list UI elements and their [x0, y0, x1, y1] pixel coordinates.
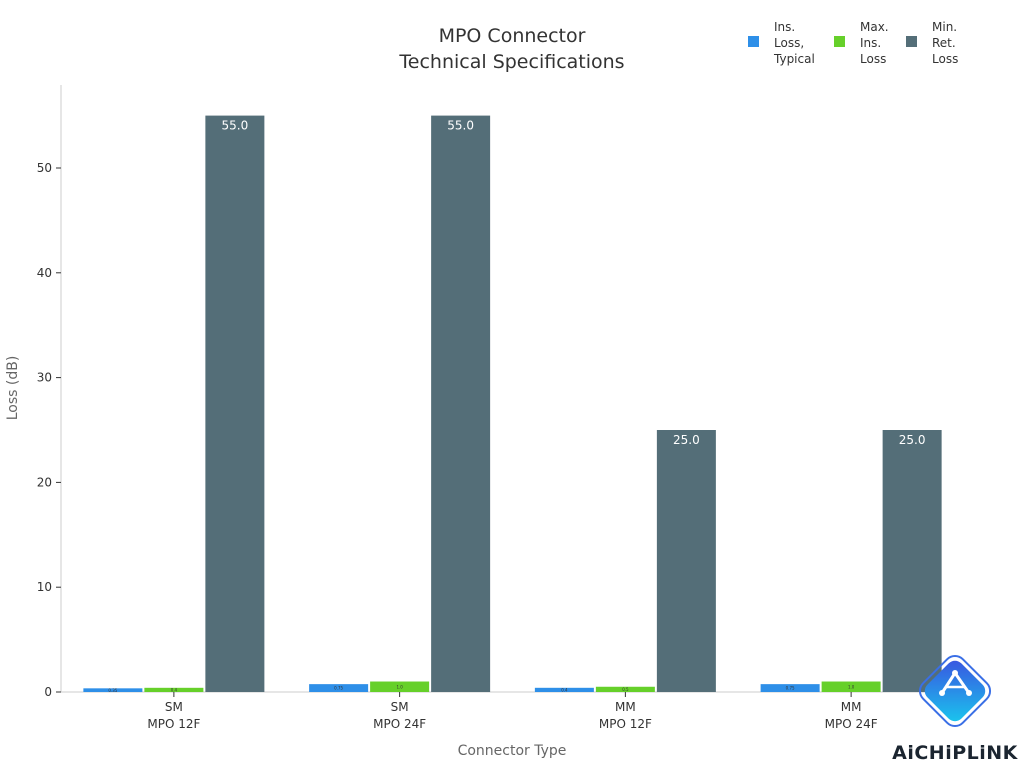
logo-text: AiCHiPLiNK	[892, 742, 1019, 764]
x-tick-label: SM	[165, 700, 183, 714]
bar-value-label: 25.0	[673, 433, 700, 447]
x-tick-label: MPO 24F	[373, 717, 426, 731]
bar	[205, 115, 265, 693]
bar-value-label: 55.0	[222, 119, 249, 133]
bar-value-label: 55.0	[447, 119, 474, 133]
bars: 0.35 0.4 55.0 0.75 1.0 55.0 0.4 0.5 25.0 0.75 1.0 2…	[83, 115, 942, 693]
x-tick-label: SM	[391, 700, 409, 714]
legend-label: Typical	[773, 52, 815, 66]
legend-swatch	[748, 36, 759, 47]
bar-value-label: 0.5	[622, 687, 629, 692]
bar	[370, 681, 430, 692]
bar	[821, 681, 881, 692]
x-tick-label: MM	[841, 700, 862, 714]
x-tick-label: MPO 12F	[147, 717, 200, 731]
y-tick-label: 30	[37, 371, 52, 385]
legend-label: Loss	[860, 52, 886, 66]
legend-label: Min.	[932, 20, 957, 34]
legend-label: Ins.	[774, 20, 795, 34]
y-tick-label: 10	[37, 580, 52, 594]
bar-value-label: 0.4	[171, 687, 178, 692]
bar	[595, 686, 655, 692]
x-axis-ticks: SM MPO 12F SM MPO 24F MM MPO 12F MM MPO 24F	[147, 692, 878, 731]
legend-swatch	[906, 36, 917, 47]
x-tick-label: MPO 12F	[599, 717, 652, 731]
legend-label: Loss,	[774, 36, 804, 50]
chart-title-line-1: MPO Connector	[439, 25, 586, 47]
legend-label: Max.	[860, 20, 889, 34]
bar-value-label: 25.0	[899, 433, 926, 447]
x-tick-label: MPO 24F	[825, 717, 878, 731]
bar	[656, 430, 716, 692]
bar	[760, 684, 820, 692]
bar	[144, 687, 204, 692]
bar-value-label: 1.0	[848, 684, 855, 689]
chip-link-logo-icon	[918, 654, 992, 728]
y-tick-label: 0	[44, 685, 52, 699]
legend-label: Loss	[932, 52, 958, 66]
logo: AiCHiPLiNK	[892, 654, 1019, 764]
bar	[83, 688, 143, 692]
chart-title-line-2: Technical Specifications	[398, 51, 624, 73]
y-tick-label: 20	[37, 475, 52, 489]
x-tick-label: MM	[615, 700, 636, 714]
y-tick-label: 50	[37, 161, 52, 175]
y-axis-ticks: 0 10 20 30 40 50	[37, 161, 61, 699]
bar	[431, 115, 491, 693]
bar-value-label: 0.35	[108, 688, 117, 693]
bar	[534, 687, 594, 692]
bar	[309, 684, 369, 692]
bar-value-label: 0.75	[334, 686, 343, 691]
bar-value-label: 0.4	[561, 687, 568, 692]
legend: Ins. Loss, Typical Max. Ins. Loss Min. Ret. Loss	[748, 20, 958, 66]
bar	[882, 430, 942, 692]
legend-swatch	[834, 36, 845, 47]
bar-value-label: 1.0	[396, 684, 403, 689]
legend-label: Ret.	[932, 36, 956, 50]
bar-value-label: 0.75	[786, 686, 795, 691]
x-axis-title: Connector Type	[458, 743, 567, 759]
y-axis-title: Loss (dB)	[5, 356, 21, 421]
y-tick-label: 40	[37, 266, 52, 280]
legend-label: Ins.	[860, 36, 881, 50]
